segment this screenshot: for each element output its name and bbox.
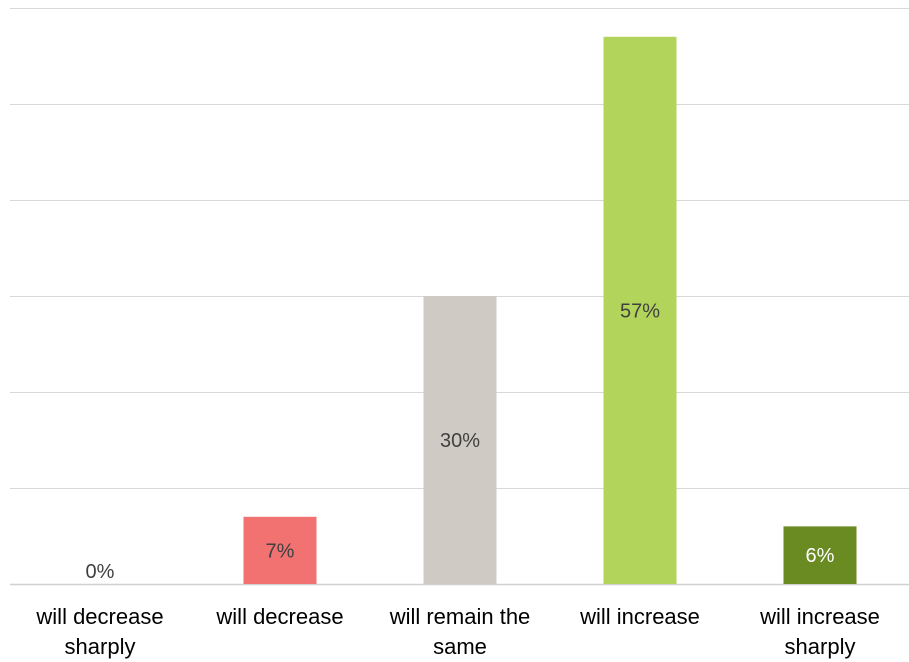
category-label-1-line-0: will decrease	[215, 604, 343, 629]
category-label-4-line-0: will increase	[759, 604, 880, 629]
data-label-4: 6%	[806, 545, 835, 567]
category-label-0-line-0: will decrease	[35, 604, 163, 629]
data-label-0: 0%	[86, 561, 115, 583]
bar-4	[783, 526, 857, 584]
category-label-4-line-1: sharply	[785, 634, 856, 659]
bar-1	[243, 516, 317, 584]
data-label-2: 30%	[440, 430, 480, 452]
data-labels: 0% 7% 30% 57% 6%	[86, 300, 835, 583]
bars	[243, 36, 857, 585]
data-label-1: 7%	[266, 540, 295, 562]
category-label-3-line-0: will increase	[579, 604, 700, 629]
data-label-3: 57%	[620, 300, 660, 322]
bar-2	[423, 296, 497, 584]
gridlines	[10, 8, 909, 586]
bar-3	[603, 36, 677, 585]
category-label-2-line-1: same	[433, 634, 487, 659]
category-label-0-line-1: sharply	[65, 634, 136, 659]
category-labels: will decrease sharply will decrease will re…	[35, 604, 880, 659]
category-label-2-line-0: will remain the	[389, 604, 531, 629]
